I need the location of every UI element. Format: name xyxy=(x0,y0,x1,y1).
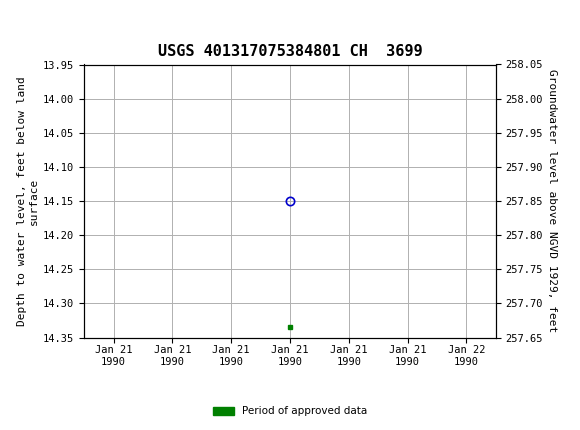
Text: █▄USGS: █▄USGS xyxy=(7,10,84,28)
Bar xyxy=(5,3,60,36)
Y-axis label: Groundwater level above NGVD 1929, feet: Groundwater level above NGVD 1929, feet xyxy=(548,69,557,333)
Title: USGS 401317075384801 CH  3699: USGS 401317075384801 CH 3699 xyxy=(158,44,422,59)
Text: USGS: USGS xyxy=(9,12,56,27)
Y-axis label: Depth to water level, feet below land
surface: Depth to water level, feet below land su… xyxy=(17,76,39,326)
Legend: Period of approved data: Period of approved data xyxy=(209,402,371,421)
